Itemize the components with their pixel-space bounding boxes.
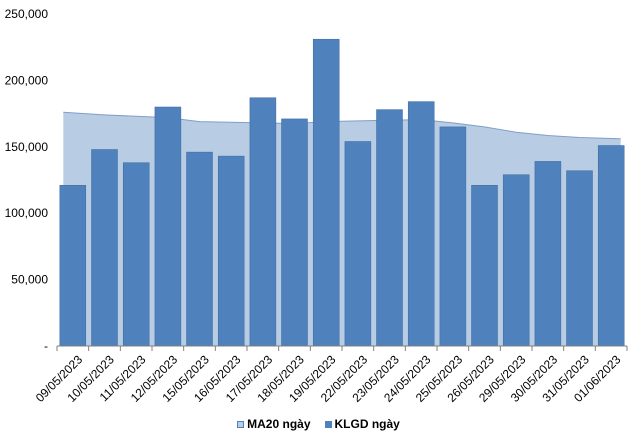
legend-swatch-klgd — [324, 420, 332, 428]
klgd-bar — [597, 145, 625, 347]
klgd-bar — [59, 185, 87, 347]
klgd-bar — [122, 162, 150, 347]
y-tick-label: 150,000 — [5, 140, 49, 154]
y-tick-label: - — [44, 339, 48, 353]
klgd-bar — [186, 151, 213, 347]
klgd-bar — [566, 170, 593, 347]
legend-item-ma20: MA20 ngày — [237, 417, 311, 431]
klgd-bar — [534, 161, 562, 347]
klgd-bar — [312, 38, 340, 347]
klgd-bar — [439, 126, 467, 347]
legend-label-ma20: MA20 ngày — [247, 417, 311, 431]
legend-swatch-ma20 — [237, 420, 245, 428]
klgd-bar — [154, 106, 182, 347]
klgd-bar-series — [59, 38, 625, 347]
klgd-bar — [281, 118, 308, 347]
klgd-bar — [471, 185, 498, 347]
y-tick-label: 50,000 — [11, 273, 48, 287]
klgd-bar — [502, 174, 530, 347]
y-axis-ticks: - 50,000 100,000 150,000 200,000 250,000 — [5, 7, 49, 353]
legend-item-klgd: KLGD ngày — [324, 417, 400, 431]
klgd-bar — [344, 141, 372, 347]
klgd-bar — [407, 101, 435, 347]
klgd-bar — [91, 149, 118, 347]
y-tick-label: 100,000 — [5, 206, 49, 220]
klgd-bar — [217, 155, 245, 347]
legend: MA20 ngày KLGD ngày — [0, 414, 637, 434]
y-tick-label: 200,000 — [5, 73, 49, 87]
legend-label-klgd: KLGD ngày — [334, 417, 400, 431]
klgd-bar — [249, 97, 277, 347]
x-axis-ticks: 09/05/202310/05/202311/05/202312/05/2023… — [33, 346, 628, 405]
klgd-bar — [376, 109, 403, 347]
y-tick-label: 250,000 — [5, 7, 49, 21]
